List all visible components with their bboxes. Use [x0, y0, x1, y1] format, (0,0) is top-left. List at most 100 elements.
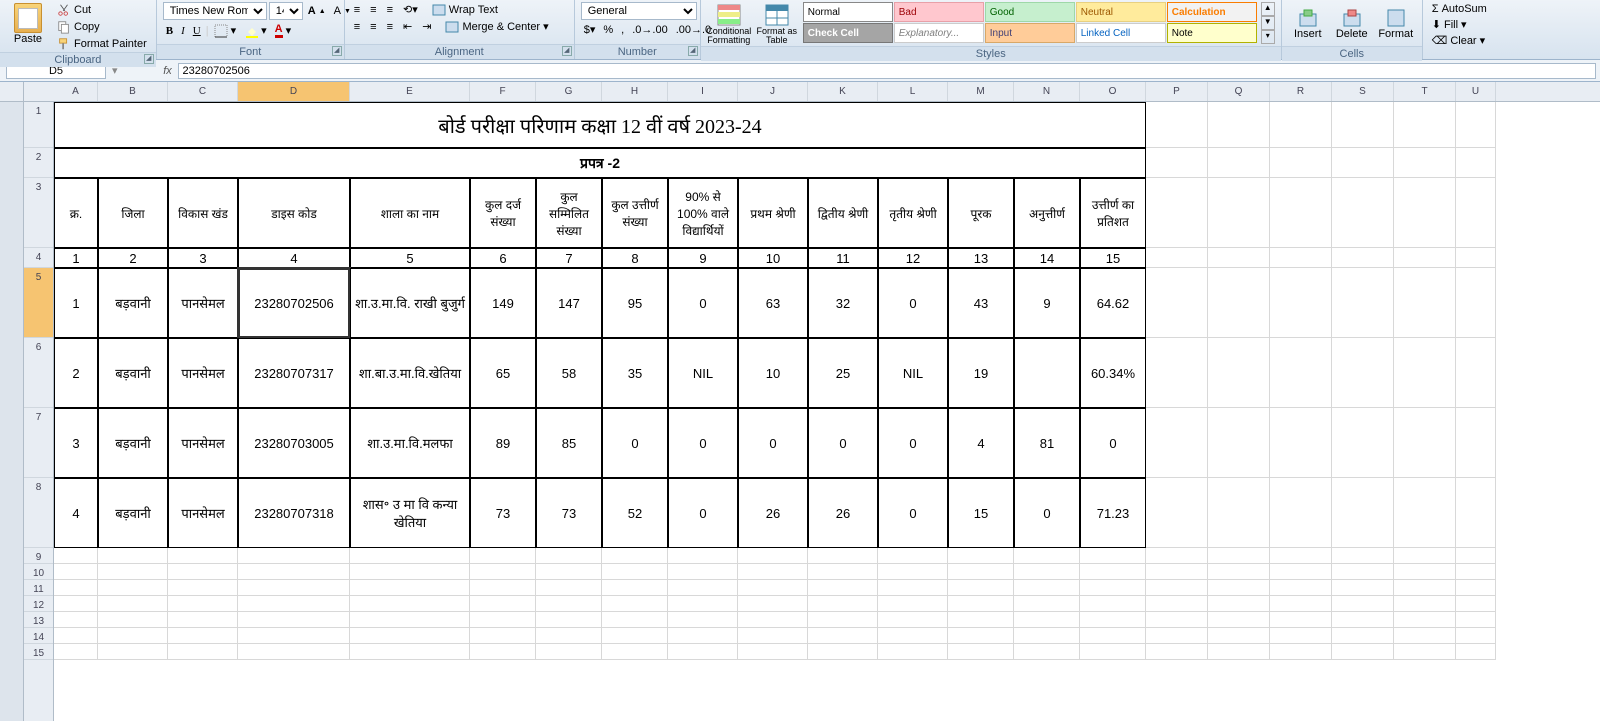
cell-O9[interactable]: [1080, 548, 1146, 564]
cell-T14[interactable]: [1394, 628, 1456, 644]
cell-O4[interactable]: 15: [1080, 248, 1146, 268]
cell-U4[interactable]: [1456, 248, 1496, 268]
col-header-N[interactable]: N: [1014, 82, 1080, 101]
cell-L13[interactable]: [878, 612, 948, 628]
clipboard-dialog-launcher[interactable]: ◢: [144, 54, 154, 64]
cell-Q4[interactable]: [1208, 248, 1270, 268]
cell-E6[interactable]: शा.बा.उ.मा.वि.खेतिया: [350, 338, 470, 408]
cell-C4[interactable]: 3: [168, 248, 238, 268]
cell-B7[interactable]: बड़वानी: [98, 408, 168, 478]
wrap-text-button[interactable]: Wrap Text: [429, 3, 501, 17]
cell-L15[interactable]: [878, 644, 948, 660]
format-painter-button[interactable]: Format Painter: [54, 36, 150, 52]
cell-J11[interactable]: [738, 580, 808, 596]
cell-L11[interactable]: [878, 580, 948, 596]
cell-Q8[interactable]: [1208, 478, 1270, 548]
cell-F5[interactable]: 149: [470, 268, 536, 338]
cell-N6[interactable]: [1014, 338, 1080, 408]
cell-M5[interactable]: 43: [948, 268, 1014, 338]
cell-P7[interactable]: [1146, 408, 1208, 478]
cell-L14[interactable]: [878, 628, 948, 644]
cell-L4[interactable]: 12: [878, 248, 948, 268]
cell-P5[interactable]: [1146, 268, 1208, 338]
cell-P8[interactable]: [1146, 478, 1208, 548]
cell-A4[interactable]: 1: [54, 248, 98, 268]
cell-Q12[interactable]: [1208, 596, 1270, 612]
cell-C5[interactable]: पानसेमल: [168, 268, 238, 338]
cell-K5[interactable]: 32: [808, 268, 878, 338]
cell-G14[interactable]: [536, 628, 602, 644]
cell-S12[interactable]: [1332, 596, 1394, 612]
cell-G5[interactable]: 147: [536, 268, 602, 338]
cell-G10[interactable]: [536, 564, 602, 580]
cell-D9[interactable]: [238, 548, 350, 564]
cell-A1[interactable]: बोर्ड परीक्षा परिणाम कक्षा 12 वीं वर्ष 2…: [54, 102, 1146, 148]
cell-T1[interactable]: [1394, 102, 1456, 148]
cell-L7[interactable]: 0: [878, 408, 948, 478]
cell-N12[interactable]: [1014, 596, 1080, 612]
cell-D15[interactable]: [238, 644, 350, 660]
row-header-12[interactable]: 12: [24, 596, 53, 612]
cell-Q15[interactable]: [1208, 644, 1270, 660]
cell-K8[interactable]: 26: [808, 478, 878, 548]
cell-Q7[interactable]: [1208, 408, 1270, 478]
cell-R13[interactable]: [1270, 612, 1332, 628]
cell-R1[interactable]: [1270, 102, 1332, 148]
cell-O13[interactable]: [1080, 612, 1146, 628]
accounting-button[interactable]: $▾: [581, 22, 599, 37]
cell-I14[interactable]: [668, 628, 738, 644]
col-header-B[interactable]: B: [98, 82, 168, 101]
conditional-formatting-button[interactable]: Conditional Formatting: [707, 2, 751, 46]
cell-U1[interactable]: [1456, 102, 1496, 148]
cell-A11[interactable]: [54, 580, 98, 596]
select-all-button[interactable]: [24, 82, 54, 102]
cell-U10[interactable]: [1456, 564, 1496, 580]
cell-I5[interactable]: 0: [668, 268, 738, 338]
cell-G6[interactable]: 58: [536, 338, 602, 408]
align-middle-button[interactable]: ≡: [367, 3, 379, 17]
delete-button[interactable]: Delete: [1332, 2, 1372, 46]
cell-M10[interactable]: [948, 564, 1014, 580]
cell-C6[interactable]: पानसेमल: [168, 338, 238, 408]
cell-N5[interactable]: 9: [1014, 268, 1080, 338]
cell-B12[interactable]: [98, 596, 168, 612]
col-header-E[interactable]: E: [350, 82, 470, 101]
cell-A10[interactable]: [54, 564, 98, 580]
cell-I8[interactable]: 0: [668, 478, 738, 548]
cell-D10[interactable]: [238, 564, 350, 580]
cell-B10[interactable]: [98, 564, 168, 580]
cell-E12[interactable]: [350, 596, 470, 612]
cell-B13[interactable]: [98, 612, 168, 628]
cell-T10[interactable]: [1394, 564, 1456, 580]
cell-Q9[interactable]: [1208, 548, 1270, 564]
cell-M15[interactable]: [948, 644, 1014, 660]
cell-U15[interactable]: [1456, 644, 1496, 660]
cell-T12[interactable]: [1394, 596, 1456, 612]
styles-scroll-down[interactable]: ▼: [1261, 16, 1275, 30]
cell-J13[interactable]: [738, 612, 808, 628]
cell-S2[interactable]: [1332, 148, 1394, 178]
col-header-J[interactable]: J: [738, 82, 808, 101]
cell-O6[interactable]: 60.34%: [1080, 338, 1146, 408]
cell-C10[interactable]: [168, 564, 238, 580]
cell-P2[interactable]: [1146, 148, 1208, 178]
style-cell-neutral[interactable]: Neutral: [1076, 2, 1166, 22]
cell-M9[interactable]: [948, 548, 1014, 564]
style-cell-input[interactable]: Input: [985, 23, 1075, 43]
cell-B9[interactable]: [98, 548, 168, 564]
cell-K4[interactable]: 11: [808, 248, 878, 268]
cell-U7[interactable]: [1456, 408, 1496, 478]
cell-R14[interactable]: [1270, 628, 1332, 644]
cell-C11[interactable]: [168, 580, 238, 596]
cell-A13[interactable]: [54, 612, 98, 628]
font-color-button[interactable]: A▾: [272, 22, 294, 39]
cell-R9[interactable]: [1270, 548, 1332, 564]
paste-button[interactable]: Paste: [6, 2, 50, 46]
cell-C9[interactable]: [168, 548, 238, 564]
style-cell-bad[interactable]: Bad: [894, 2, 984, 22]
cell-C13[interactable]: [168, 612, 238, 628]
cell-L8[interactable]: 0: [878, 478, 948, 548]
col-header-Q[interactable]: Q: [1208, 82, 1270, 101]
cell-H3[interactable]: कुल उत्तीर्ण संख्या: [602, 178, 668, 248]
cell-D5[interactable]: 23280702506: [238, 268, 350, 338]
